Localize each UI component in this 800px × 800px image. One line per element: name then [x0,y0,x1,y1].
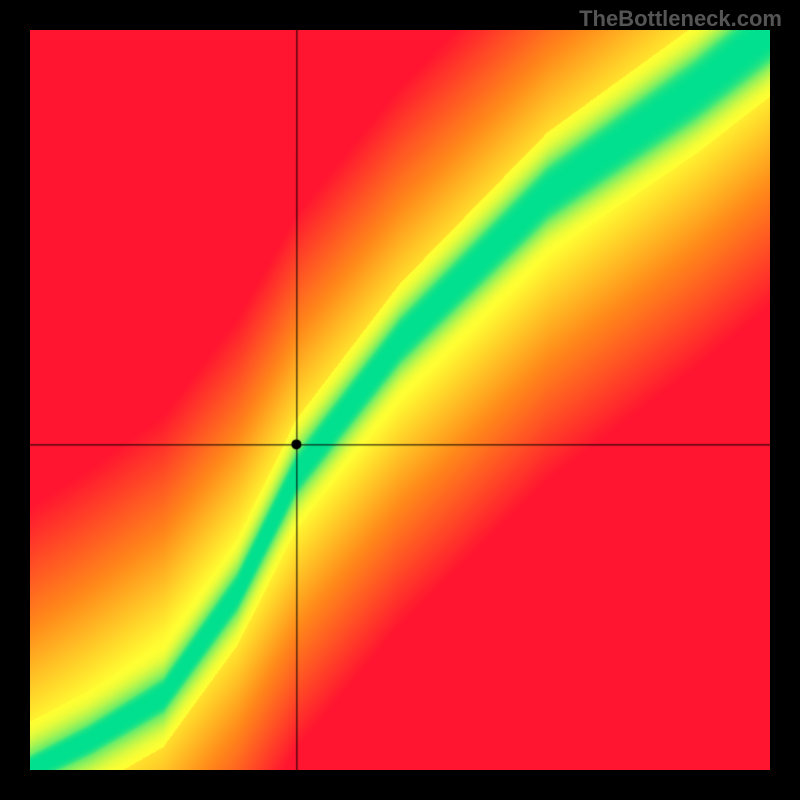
bottleneck-heatmap [30,30,770,770]
watermark-text: TheBottleneck.com [579,6,782,32]
heatmap-canvas [30,30,770,770]
